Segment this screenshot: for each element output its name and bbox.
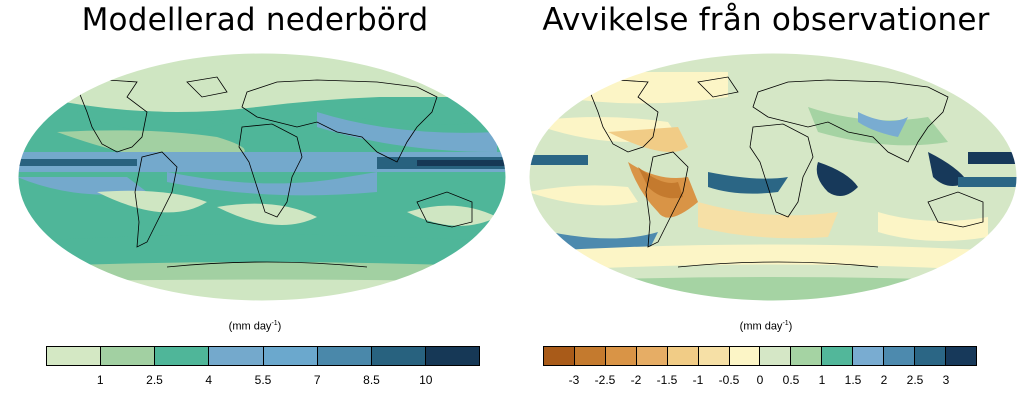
- colorbar-segment: [101, 347, 156, 365]
- colorbar-tick-label: 0.5: [782, 373, 800, 387]
- colorbar-tick-label: 3: [942, 373, 950, 387]
- colorbar-segment: [544, 347, 575, 365]
- precipitation-map: [17, 52, 507, 302]
- colorbar-tick-label: 5.5: [254, 373, 272, 387]
- colorbar-tick-label: -2.5: [594, 373, 616, 387]
- colorbar-segment: [47, 347, 102, 365]
- colorbar-segment: [605, 347, 637, 365]
- colorbar-tick-label: 8.5: [363, 373, 380, 387]
- colorbar-tick-label: 2: [880, 373, 888, 387]
- colorbar-tick-label: -1: [692, 373, 704, 387]
- panel-modelled-precipitation: Modellerad nederbörd: [0, 0, 510, 401]
- colorbar-tick-label: 2.5: [146, 373, 163, 387]
- colorbar-segment: [945, 347, 976, 365]
- colorbar: [46, 346, 480, 366]
- colorbar-segment: [760, 347, 792, 365]
- colorbar-tick-label: 7: [313, 373, 321, 387]
- colorbar-segment: [209, 347, 264, 365]
- colorbar-tick-label: -1.5: [656, 373, 678, 387]
- colorbar: [543, 346, 977, 366]
- bias-map: [528, 52, 1018, 302]
- colorbar-segment: [884, 347, 916, 365]
- colorbar-segment: [574, 347, 606, 365]
- colorbar-tick-label: 1.5: [844, 373, 862, 387]
- panel-bias-from-observations: Avvikelse från observationer: [511, 0, 1021, 401]
- units-label: (mm day-1): [228, 320, 282, 333]
- colorbar-tick-label: 4: [205, 373, 213, 387]
- colorbar-tick-labels: 1 2.5 4 5.5 7 8.5 10: [46, 373, 480, 389]
- colorbar-tick-label: -2: [630, 373, 642, 387]
- colorbar-segment: [636, 347, 668, 365]
- colorbar-tick-labels: -3 -2.5 -2 -1.5 -1 -0.5 0 0.5 1 1.5 2 2.5 3: [543, 373, 977, 389]
- colorbar-segment: [853, 347, 885, 365]
- colorbar-tick-label: 1: [818, 373, 826, 387]
- units-label: (mm day-1): [739, 320, 793, 333]
- panel-title: Modellerad nederbörd: [81, 2, 429, 38]
- panel-title: Avvikelse från observationer: [542, 2, 990, 38]
- colorbar-tick-label: -3: [568, 373, 580, 387]
- colorbar-segment: [263, 347, 318, 365]
- colorbar-segment: [155, 347, 210, 365]
- colorbar-tick-label: 0: [756, 373, 764, 387]
- colorbar-segment: [791, 347, 823, 365]
- colorbar-segment: [667, 347, 699, 365]
- colorbar-tick-label: 10: [419, 373, 433, 387]
- colorbar-segment: [317, 347, 372, 365]
- colorbar-segment: [822, 347, 854, 365]
- colorbar-segment: [915, 347, 946, 365]
- colorbar-segment: [371, 347, 426, 365]
- colorbar-tick-label: 2.5: [906, 373, 924, 387]
- colorbar-segment: [729, 347, 761, 365]
- colorbar-segment: [425, 347, 479, 365]
- colorbar-tick-label: 1: [96, 373, 104, 387]
- colorbar-segment: [698, 347, 730, 365]
- colorbar-tick-label: -0.5: [718, 373, 740, 387]
